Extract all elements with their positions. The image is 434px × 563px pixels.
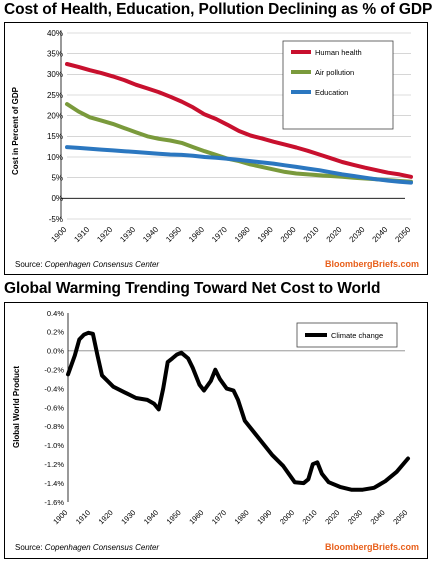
- chart1-x-tick-label: 1970: [210, 225, 229, 244]
- chart1-x-tick-label: 2040: [371, 225, 390, 244]
- chart2-x-tick-label: 1920: [97, 508, 115, 526]
- chart2-x-tick-label: 2050: [391, 508, 409, 526]
- chart1-legend: Human health Air pollution Education: [282, 40, 394, 130]
- chart2-x-tick-label: 2020: [323, 508, 341, 526]
- chart1-x-tick-label: 2030: [348, 225, 367, 244]
- chart2-x-tick-label: 1950: [165, 508, 183, 526]
- chart1-y-tick-label: 10%: [47, 153, 63, 162]
- chart2-legend-label-climate-change: Climate change: [331, 331, 383, 340]
- chart2-x-tick-label: 1900: [51, 508, 69, 526]
- chart2-source: Source: Copenhagen Consensus Center: [15, 543, 159, 552]
- chart1-source-name: Copenhagen Consensus Center: [45, 260, 160, 269]
- chart1-y-tick-label: 20%: [47, 111, 63, 120]
- chart2-series-climate-change: [66, 330, 410, 492]
- chart2-y-tick-label: -0.6%: [44, 403, 64, 412]
- chart1-source-prefix: Source:: [15, 260, 45, 269]
- chart1-legend-box: [282, 40, 394, 130]
- chart2-x-tick-label: 1940: [142, 508, 160, 526]
- chart1-y-tick-label: -5%: [49, 215, 63, 224]
- chart1-x-tick-label: 1930: [118, 225, 137, 244]
- chart1-y-tick-label: 5%: [51, 173, 63, 182]
- chart1-series-education: [65, 145, 413, 185]
- chart1-x-tick-label: 1910: [72, 225, 91, 244]
- chart2-legend: Climate change: [296, 322, 398, 348]
- chart1-source: Source: Copenhagen Consensus Center: [15, 260, 159, 269]
- chart1-legend-label-air-pollution: Air pollution: [315, 68, 354, 77]
- chart2-y-tick-label: -1.6%: [44, 498, 64, 507]
- chart2-y-tick-label: -0.8%: [44, 422, 64, 431]
- chart1-x-tick-label: 2000: [279, 225, 298, 244]
- chart1-legend-label-education: Education: [315, 88, 348, 97]
- chart2-y-tick-label: 0.0%: [47, 347, 64, 356]
- chart2-y-ticks: -1.6% -1.4% -1.2% -1.0% -0.8% -0.6% -0.4% -0.2%…: [44, 309, 64, 507]
- chart2-x-tick-label: 1960: [187, 508, 205, 526]
- chart1-y-tick-label: 40%: [47, 29, 63, 38]
- chart2-legend-item-climate-change: Climate change: [305, 331, 383, 340]
- chart2-x-tick-label: 2040: [369, 508, 387, 526]
- chart2-brand: BloombergBriefs.com: [325, 542, 419, 552]
- chart1-x-tick-label: 1960: [187, 225, 206, 244]
- chart2-y-tick-label: 0.2%: [47, 328, 64, 337]
- chart2-source-prefix: Source:: [15, 543, 45, 552]
- chart2-y-axis-label: Global World Product: [12, 366, 21, 448]
- chart2-x-tick-label: 2000: [278, 508, 296, 526]
- chart1-panel: -5% 0% 5% 10% 15% 20% 25% 30% 35% 40% 1900 1910 192…: [4, 22, 428, 275]
- chart1-x-tick-label: 1900: [49, 225, 68, 244]
- chart2-x-tick-label: 1930: [119, 508, 137, 526]
- chart2-y-tick-label: -1.2%: [44, 460, 64, 469]
- chart1-legend-item-education: Education: [291, 88, 348, 97]
- chart2-x-tick-label: 2010: [301, 508, 319, 526]
- chart2-y-tick-label: 0.4%: [47, 309, 64, 318]
- chart2-y-tick-label: -0.2%: [44, 366, 64, 375]
- chart2-x-tick-label: 1990: [255, 508, 273, 526]
- chart1-brand: BloombergBriefs.com: [325, 259, 419, 269]
- chart1-svg: -5% 0% 5% 10% 15% 20% 25% 30% 35% 40% 1900 1910 192…: [11, 29, 419, 269]
- chart1-legend-label-human-health: Human health: [315, 48, 362, 57]
- chart1-x-tick-label: 1980: [233, 225, 252, 244]
- chart2-x-ticks: 1900 1910 1920 1930 1940 1950 1960 1970 1980 1990…: [51, 508, 409, 526]
- chart1-title: Cost of Health, Education, Pollution Dec…: [4, 1, 433, 18]
- chart1-x-ticks: 1900 1910 1920 1930 1940 1950 1960 1970 1980 1990…: [49, 225, 412, 244]
- chart2-y-tick-label: -1.0%: [44, 441, 64, 450]
- chart2-x-tick-label: 2030: [346, 508, 364, 526]
- chart2-y-tick-label: -0.4%: [44, 384, 64, 393]
- chart2-svg: -1.6% -1.4% -1.2% -1.0% -0.8% -0.6% -0.4% -0.2%…: [12, 309, 419, 552]
- chart2-x-tick-label: 1910: [74, 508, 92, 526]
- chart2-x-tick-label: 1970: [210, 508, 228, 526]
- chart1-series-human-health: [65, 62, 413, 179]
- chart1-x-tick-label: 1940: [141, 225, 160, 244]
- chart2-source-name: Copenhagen Consensus Center: [45, 543, 160, 552]
- chart1-x-tick-label: 2020: [325, 225, 344, 244]
- chart1-series-lines: [65, 62, 413, 185]
- chart2-x-tick-label: 1980: [233, 508, 251, 526]
- chart1-y-ticks: -5% 0% 5% 10% 15% 20% 25% 30% 35% 40%: [47, 29, 63, 224]
- chart1-x-tick-label: 2010: [302, 225, 321, 244]
- chart1-x-tick-label: 1990: [256, 225, 275, 244]
- chart1-legend-item-air-pollution: Air pollution: [291, 68, 354, 77]
- chart1-y-tick-label: 0%: [51, 194, 63, 203]
- chart1-y-tick-label: 25%: [47, 91, 63, 100]
- chart1-y-tick-label: 15%: [47, 132, 63, 141]
- chart1-x-tick-label: 1950: [164, 225, 183, 244]
- chart1-y-tick-label: 35%: [47, 49, 63, 58]
- chart1-x-tick-label: 1920: [95, 225, 114, 244]
- chart1-y-tick-label: 30%: [47, 70, 63, 79]
- chart2-title: Global Warming Trending Toward Net Cost …: [4, 280, 381, 297]
- chart2-panel: -1.6% -1.4% -1.2% -1.0% -0.8% -0.6% -0.4% -0.2%…: [4, 302, 428, 559]
- chart1-y-axis-label: Cost in Percent of GDP: [11, 86, 20, 175]
- chart2-y-tick-label: -1.4%: [44, 479, 64, 488]
- chart1-x-tick-label: 2050: [393, 225, 412, 244]
- chart1-legend-item-human-health: Human health: [291, 48, 362, 57]
- chart2-series-lines: [66, 330, 410, 492]
